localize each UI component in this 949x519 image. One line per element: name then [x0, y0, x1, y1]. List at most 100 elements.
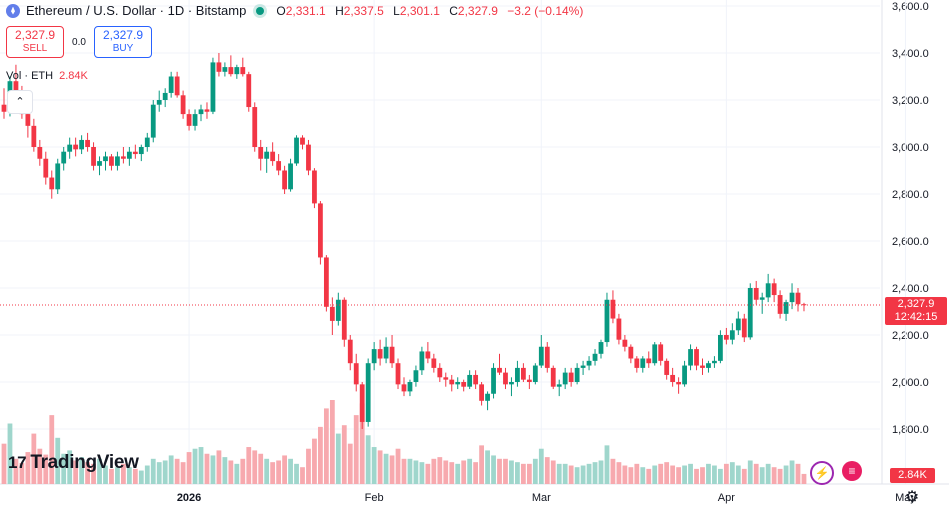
candle-body — [443, 377, 449, 380]
volume-bar — [85, 462, 90, 484]
volume-bar — [753, 463, 759, 484]
volume-bar — [341, 425, 347, 484]
volume-bar — [347, 443, 353, 484]
volume-value: 2.84K — [59, 70, 88, 82]
volume-bar — [359, 403, 365, 484]
candle-body — [449, 379, 455, 385]
volume-bar — [425, 463, 431, 484]
candle-body — [759, 297, 765, 300]
change-value: −3.2 (−0.14%) — [507, 3, 584, 18]
sell-button[interactable]: 2,327.9 SELL — [6, 26, 65, 58]
volume-bar — [735, 465, 741, 484]
candle-body — [228, 67, 234, 75]
y-tick-label: 2,400.0 — [892, 283, 929, 295]
candle-body — [437, 367, 443, 378]
volume-bar — [509, 460, 514, 484]
candle-body — [509, 382, 514, 385]
volume-bar — [264, 458, 270, 484]
candle-body — [144, 137, 150, 147]
collapse-legend-button[interactable]: ⌃ — [7, 90, 33, 114]
symbol-title[interactable]: Ethereum / U.S. Dollar · 1D · Bitstamp — [26, 3, 247, 18]
volume-bar — [150, 458, 156, 484]
y-tick-label: 3,200.0 — [892, 95, 929, 107]
candle-body — [515, 367, 520, 382]
volume-bar — [485, 450, 490, 484]
candle-body — [204, 109, 210, 112]
volume-bar — [694, 468, 699, 484]
candle-body — [109, 156, 114, 166]
candle-body — [318, 203, 323, 258]
volume-bar — [640, 467, 646, 484]
ethereum-icon — [6, 3, 20, 18]
volume-bar — [455, 463, 461, 484]
candle-body — [138, 147, 144, 155]
chevron-up-icon: ⌃ — [15, 96, 25, 108]
volume-bar — [180, 462, 186, 484]
volume-bar — [109, 468, 114, 484]
volume-bar — [73, 460, 79, 484]
volume-bar — [389, 455, 395, 484]
volume-bar — [676, 467, 682, 484]
candle-body — [329, 306, 335, 321]
volume-bar — [700, 467, 705, 484]
candle-body — [91, 147, 96, 166]
candle-body — [341, 299, 347, 340]
volume-bar — [634, 463, 640, 484]
volume-bar — [353, 415, 359, 484]
volume-bar — [216, 450, 222, 484]
candle-body — [532, 365, 538, 382]
volume-bar — [138, 470, 144, 484]
volume-label: Vol · ETH — [6, 70, 54, 82]
candle-body — [13, 81, 19, 96]
candle-body — [676, 382, 682, 385]
volume-bar — [515, 462, 520, 484]
candle-body — [723, 335, 729, 340]
candle-body — [544, 346, 550, 368]
candle-body — [210, 62, 216, 112]
volume-bar — [771, 467, 777, 484]
scale-settings-gear-icon[interactable]: ⚙ — [904, 489, 920, 506]
x-tick-label: Feb — [365, 492, 384, 504]
lightning-event-icon[interactable]: ⚡ — [810, 461, 834, 485]
candle-body — [610, 299, 616, 319]
volume-bar — [556, 463, 562, 484]
candle-body — [706, 363, 711, 368]
candle-body — [473, 374, 479, 385]
volume-bar — [437, 457, 443, 484]
volume-bar — [294, 463, 299, 484]
bar-countdown: 12:42:15 — [894, 311, 938, 323]
volume-bar — [789, 460, 795, 484]
candle-body — [73, 144, 79, 150]
candle-body — [718, 335, 723, 361]
volume-bar — [801, 473, 807, 484]
logo-text: TradingView — [30, 452, 139, 473]
volume-bar — [329, 400, 335, 484]
candle-body — [419, 351, 425, 371]
candle-body — [300, 137, 305, 145]
volume-bar — [765, 463, 771, 484]
x-tick-label: 2026 — [177, 492, 201, 504]
volume-bar — [759, 467, 765, 484]
volume-bar — [604, 445, 610, 484]
candle-body — [646, 358, 652, 364]
us-flag-event-icon[interactable]: ≡ — [842, 461, 862, 481]
volume-bar — [568, 465, 574, 484]
candle-body — [491, 367, 496, 394]
y-tick-label: 1,800.0 — [892, 424, 929, 436]
buy-button[interactable]: 2,327.9 BUY — [93, 26, 152, 58]
candle-body — [616, 318, 622, 340]
volume-bar — [395, 448, 401, 484]
volume-bar — [37, 448, 43, 484]
candle-body — [192, 114, 198, 126]
volume-bar — [718, 468, 723, 484]
candle-body — [789, 292, 795, 303]
trade-box: 2,327.9 SELL 0.0 2,327.9 BUY — [6, 26, 152, 58]
volume-bar — [371, 447, 377, 484]
volume-bar — [688, 463, 693, 484]
candle-body — [335, 299, 341, 321]
volume-bar — [67, 450, 73, 484]
volume-bar — [723, 463, 729, 484]
volume-bar — [318, 426, 323, 484]
candle-body — [103, 156, 108, 162]
